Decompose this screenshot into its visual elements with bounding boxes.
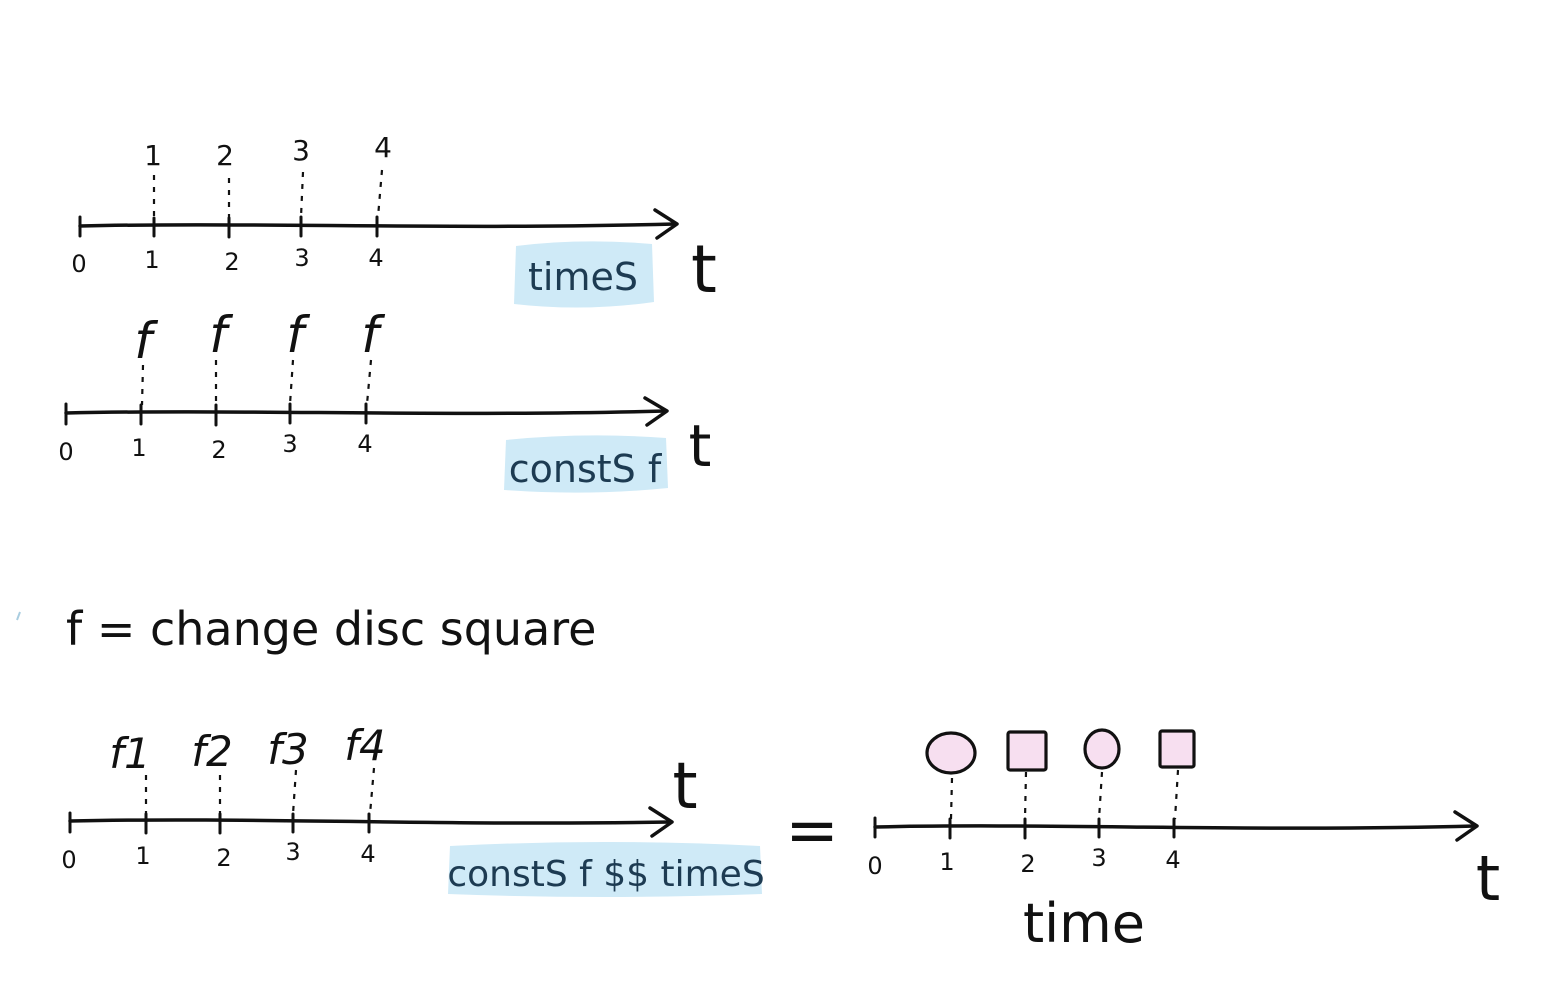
panel-3-mark-4: f4 [344, 721, 386, 770]
panel-2-tick-label-0: 0 [58, 438, 73, 466]
equals-sign: = [785, 794, 839, 868]
panel-1-dash-3 [299, 171, 305, 218]
panel-3-highlight-box [448, 842, 762, 897]
panel-1-highlight-box [514, 241, 654, 308]
panel-3-dash-4 [368, 767, 376, 815]
panel-2-timeline: 0 1 2 3 4 f f f f constS f t [58, 306, 711, 493]
panel-3-mark-1: f1 [109, 729, 151, 778]
panel-4-below-label: time [1023, 892, 1145, 955]
panel-1-tick-label-4: 4 [368, 244, 383, 272]
panel-2-dash-3 [288, 359, 295, 405]
panel-2-tick-label-2: 2 [211, 436, 226, 464]
panel-2-mark-1: f [134, 312, 158, 370]
panel-3-highlight-text: constS f $$ timeS [447, 854, 764, 895]
panel-3-mark-2: f2 [191, 727, 233, 776]
panel-4-disc-3 [1083, 728, 1121, 770]
panel-2-highlight-text: constS f [509, 447, 663, 491]
panel-3-dash-3 [291, 769, 298, 815]
panel-4-timeline: 0 1 2 3 4 t time [867, 728, 1500, 955]
panel-3-tick-label-0: 0 [61, 846, 76, 874]
panel-1-mark-4: 4 [374, 131, 392, 164]
panel-2-dash-4 [365, 359, 373, 405]
panel-3-tick-label-4: 4 [360, 840, 375, 868]
panel-4-disc-1 [925, 731, 977, 775]
panel-3-axis-label: t [672, 750, 697, 824]
panel-2-arrowhead [643, 396, 669, 427]
panel-4-dash-4 [1173, 769, 1180, 820]
panel-1-dash-4 [376, 169, 384, 218]
panel-1-arrowhead [653, 208, 679, 240]
panel-2-mark-3: f [286, 306, 310, 364]
panel-2-highlight-box [504, 435, 668, 493]
panel-4-arrowhead [1453, 810, 1479, 842]
panel-3-timeline: 0 1 2 3 4 f1 f2 f3 f4 constS f $$ timeS … [61, 721, 765, 897]
panel-4-axis-label: t [1476, 842, 1500, 915]
panel-1-tick-label-0: 0 [71, 250, 86, 278]
panel-2-axis-label: t [689, 412, 712, 480]
panel-1-tick-label-2: 2 [224, 248, 239, 276]
panel-4-tick-label-2: 2 [1020, 850, 1035, 878]
panel-2-tick-label-1: 1 [131, 434, 146, 462]
panel-4-dash-3 [1097, 771, 1104, 820]
panel-3-arrowhead [648, 806, 674, 838]
panel-1-mark-2: 2 [216, 139, 234, 172]
panel-2-tick-label-4: 4 [357, 430, 372, 458]
panel-1-tick-label-1: 1 [144, 246, 159, 274]
panel-3-mark-3: f3 [267, 725, 309, 774]
panel-1-tick-label-3: 3 [294, 244, 309, 272]
definition-text: f = change disc square [66, 602, 596, 656]
panel-4-tick-label-0: 0 [867, 852, 882, 880]
panel-1-timeline: 0 1 2 3 4 1 2 3 4 timeS t [71, 131, 717, 308]
panel-4-dash-1 [949, 777, 954, 820]
panel-4-square-4 [1158, 729, 1196, 769]
panel-4-tick-label-4: 4 [1165, 846, 1180, 874]
panel-3-tick-label-3: 3 [285, 838, 300, 866]
panel-4-dash-2 [1023, 771, 1028, 820]
stray-mark [16, 611, 21, 621]
panel-2-mark-2: f [209, 306, 233, 364]
panel-1-axis-label: t [691, 231, 717, 308]
panel-1-mark-3: 3 [292, 134, 310, 167]
panel-2-dash-1 [140, 364, 145, 406]
panel-3-tick-label-2: 2 [216, 844, 231, 872]
panel-4-tick-label-1: 1 [939, 848, 954, 876]
panel-4-square-2 [1006, 730, 1048, 772]
panel-3-tick-label-1: 1 [135, 842, 150, 870]
panel-2-tick-label-3: 3 [282, 430, 297, 458]
panel-1-mark-1: 1 [144, 139, 162, 172]
panel-2-mark-4: f [361, 306, 385, 364]
panel-1-highlight-text: timeS [528, 255, 638, 299]
panel-4-tick-label-3: 3 [1091, 844, 1106, 872]
